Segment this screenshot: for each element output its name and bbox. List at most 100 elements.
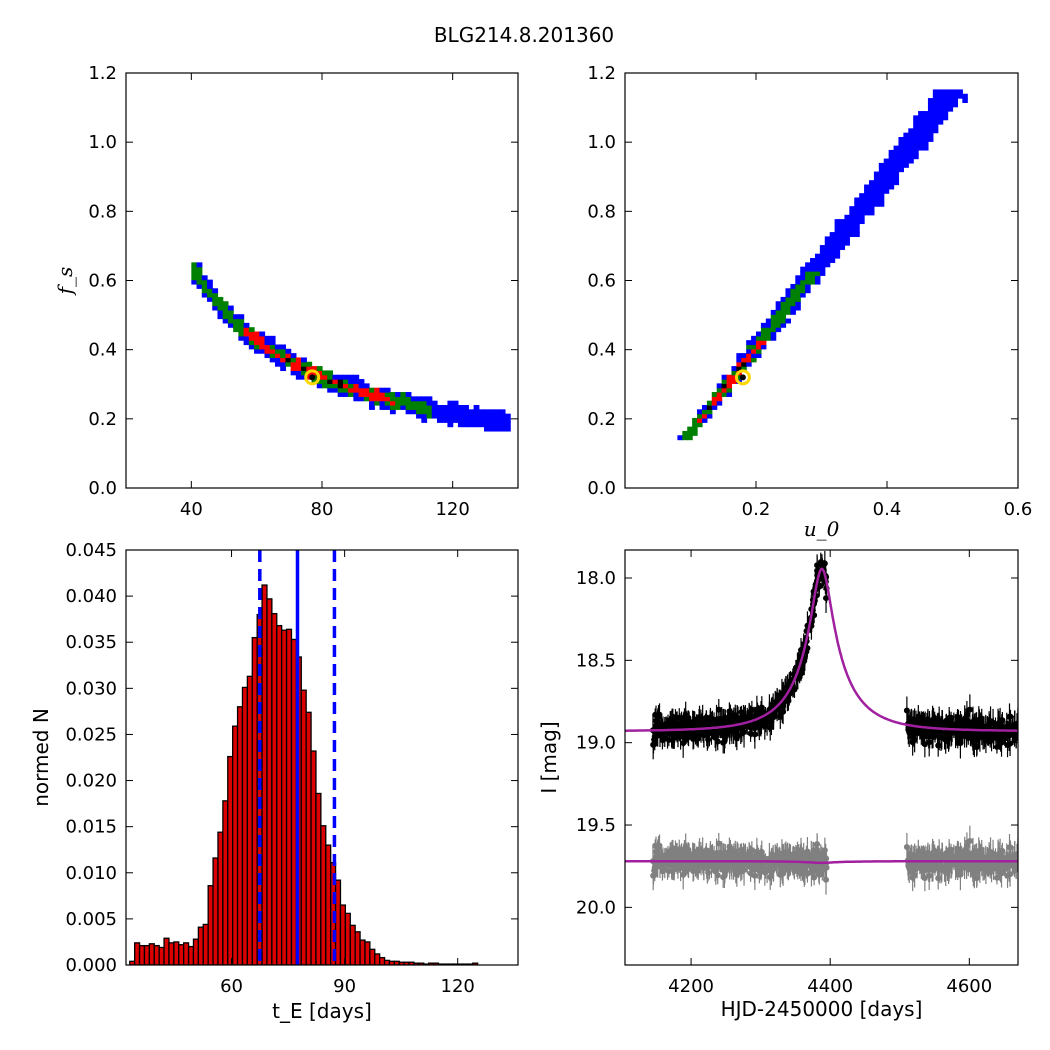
region-cell [942, 106, 949, 112]
region-cell [785, 292, 791, 298]
region-cell [937, 102, 944, 108]
histogram-bar [202, 923, 209, 965]
region-cell [384, 392, 391, 397]
region-cell [369, 400, 375, 406]
region-cell [452, 400, 459, 406]
region-cell [888, 158, 895, 164]
region-cell [457, 417, 464, 423]
region-cell [353, 379, 360, 384]
region-cell [868, 193, 875, 199]
region-cell [484, 409, 490, 415]
region-cell [721, 383, 728, 389]
region-cell [269, 340, 276, 346]
region-cell [780, 309, 787, 315]
region-cell [746, 344, 752, 350]
region-cell [790, 301, 796, 307]
region-cell [760, 327, 767, 333]
region-cell [913, 124, 919, 129]
region-cell [775, 322, 782, 328]
region-cell [918, 119, 924, 125]
region-cell [878, 188, 885, 194]
histogram-bar [300, 689, 307, 965]
region-cell [923, 119, 929, 125]
region-cell [893, 175, 900, 181]
region-cell [238, 335, 245, 341]
region-cell [238, 331, 245, 337]
region-cell [227, 322, 234, 328]
region-cell [927, 128, 934, 134]
region-cell [903, 145, 909, 151]
region-cell [342, 374, 349, 380]
region-cell [859, 210, 865, 216]
y-tick-label: 0.025 [65, 724, 117, 745]
region-cell [893, 167, 900, 173]
region-cell [834, 240, 841, 246]
region-cell [416, 405, 422, 410]
region-cell [701, 417, 708, 423]
region-cell [868, 210, 875, 216]
panel-fs-vs-te: 40 80 120 0.0 0.2 0.4 0.6 0.8 1.0 1.2 f_s [53, 63, 519, 520]
region-cell [322, 370, 328, 376]
region-cell [504, 426, 511, 432]
region-cell [819, 249, 826, 255]
region-cell [800, 283, 806, 289]
region-cell [873, 188, 880, 194]
region-cell [908, 132, 914, 138]
region-cell [395, 396, 401, 402]
region-cell [201, 279, 208, 285]
region-cell [800, 279, 806, 285]
region-cell [810, 258, 816, 263]
region-cell [196, 279, 203, 285]
region-cell [254, 348, 260, 354]
region-cell [849, 210, 855, 216]
region-cell [751, 348, 757, 354]
y-tick-label: 0.000 [65, 955, 117, 976]
region-cell [494, 409, 501, 415]
y-axis-label: f_s [53, 267, 77, 297]
region-cell [478, 422, 485, 428]
region-cell [760, 344, 767, 350]
histogram-bar [320, 825, 327, 965]
region-cell [918, 141, 924, 147]
region-cell [868, 206, 875, 212]
region-cell [765, 327, 772, 333]
region-cell [358, 396, 365, 402]
region-cell [452, 413, 459, 419]
histogram-bar [374, 953, 381, 965]
region-cell [913, 149, 919, 155]
confidence-region [191, 262, 511, 432]
region-cell [327, 370, 334, 376]
region-cell [426, 396, 433, 402]
y-tick-label: 0.8 [587, 201, 616, 222]
region-cell [927, 119, 934, 125]
region-cell [932, 89, 939, 95]
region-cell [489, 409, 496, 415]
region-cell [834, 232, 841, 238]
region-cell [765, 322, 772, 328]
region-cell [780, 296, 787, 302]
region-cell [927, 132, 934, 138]
region-cell [379, 392, 386, 397]
region-cell [295, 374, 302, 380]
region-cell [363, 396, 370, 402]
region-cell [800, 270, 806, 276]
region-cell [957, 89, 963, 95]
histogram-bar [222, 800, 229, 965]
region-cell [898, 145, 904, 151]
region-cell [478, 409, 485, 415]
region-cell [248, 340, 255, 346]
region-cell [903, 141, 909, 147]
region-cell [274, 353, 281, 359]
panel-light-curve: 4200 4400 4600 18.0 18.5 19.0 19.5 20.0 HJD-2450… [537, 549, 1019, 1021]
region-cell [207, 288, 213, 294]
histogram-bar [212, 857, 219, 965]
region-cell [264, 348, 271, 354]
region-cell [785, 296, 791, 302]
histogram-bar [344, 912, 351, 965]
region-cell [274, 344, 281, 350]
region-cell [898, 162, 904, 168]
region-cell [457, 405, 464, 410]
region-cell [721, 392, 728, 397]
region-cell [893, 162, 900, 168]
